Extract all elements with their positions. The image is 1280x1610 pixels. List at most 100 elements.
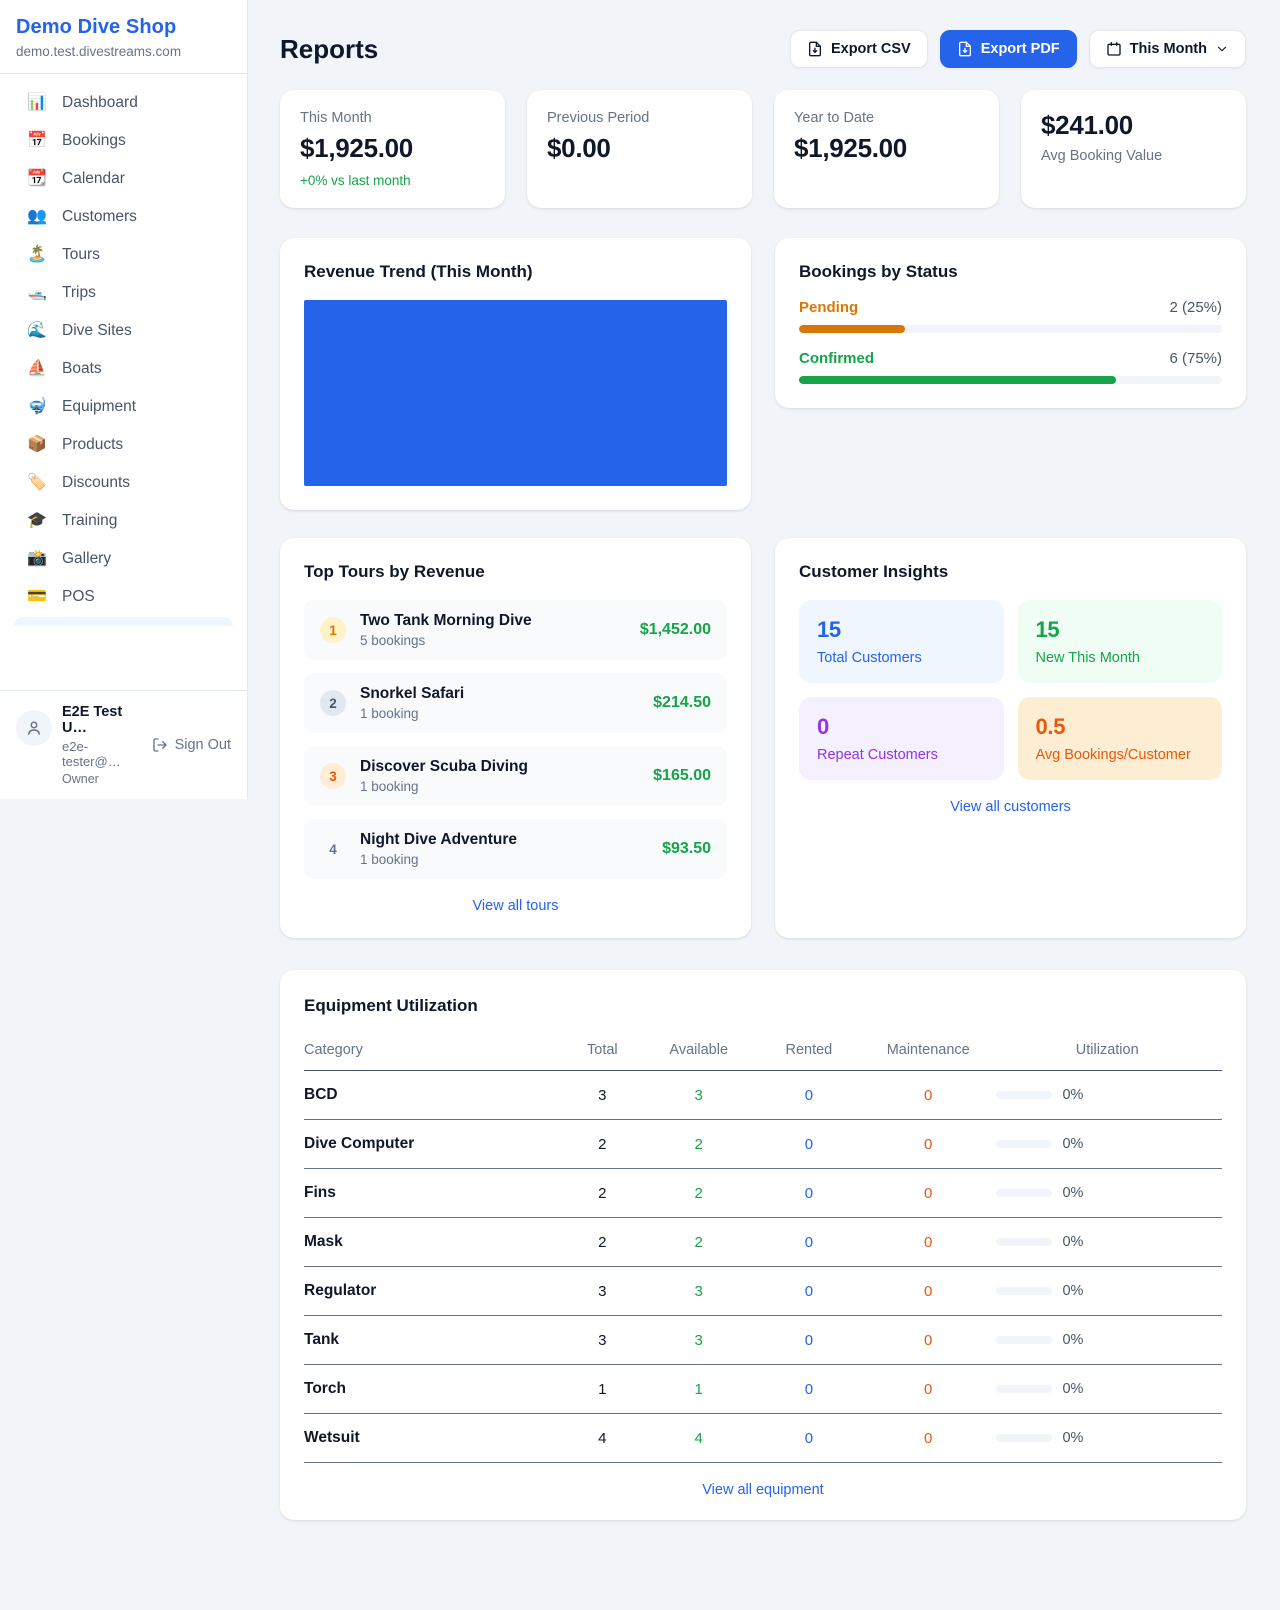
sidebar-item[interactable]: 🤿 Equipment [12, 388, 235, 426]
equipment-category: Regulator [304, 1266, 562, 1316]
top-tours-title: Top Tours by Revenue [304, 562, 485, 581]
bookings-by-status-card: Bookings by Status Pending 2 (25%) Confi… [775, 238, 1246, 408]
status-bar-fill [799, 376, 1117, 384]
equipment-utilization-card: Equipment Utilization Category Total Ava… [280, 970, 1246, 1520]
equipment-rented: 0 [753, 1413, 864, 1463]
utilization-percent: 0% [1062, 1136, 1084, 1152]
sidebar-item[interactable]: 💳 POS [12, 578, 235, 616]
calendar-icon [1107, 42, 1121, 56]
rank-badge: 3 [320, 763, 346, 789]
tour-bookings: 1 booking [360, 852, 419, 867]
utilization-bar [996, 1238, 1053, 1246]
sign-out-button[interactable]: Sign Out [152, 737, 231, 753]
utilization-percent: 0% [1062, 1087, 1084, 1103]
equipment-column-header: Rented [753, 1032, 864, 1071]
stat-value: $1,925.00 [300, 133, 413, 163]
table-row: Fins 2 2 0 0 0% [304, 1168, 1222, 1218]
equipment-total: 3 [561, 1315, 644, 1365]
customer-insights-title: Customer Insights [799, 562, 949, 581]
period-dropdown[interactable]: This Month [1088, 30, 1246, 68]
equipment-maintenance: 0 [863, 1315, 993, 1365]
utilization-bar [996, 1189, 1053, 1197]
period-label: This Month [1129, 41, 1207, 57]
sailboat-icon: ⛵ [27, 360, 47, 377]
person-icon [28, 721, 40, 735]
equipment-rented: 0 [753, 1315, 864, 1365]
insight-value: 0.5 [1035, 714, 1066, 739]
equipment-maintenance: 0 [863, 1413, 993, 1463]
sidebar-item[interactable]: 📦 Products [12, 426, 235, 464]
tag-icon: 🏷️ [27, 474, 47, 491]
table-row: Wetsuit 4 4 0 0 0% [304, 1413, 1222, 1463]
revenue-trend-card: Revenue Trend (This Month) [280, 238, 751, 510]
main-content: Reports Export CSV Export PDF This Month… [248, 0, 1280, 1520]
table-row: BCD 3 3 0 0 0% [304, 1070, 1222, 1120]
sidebar-item[interactable]: 🏝️ Tours [12, 236, 235, 274]
export-csv-button[interactable]: Export CSV [789, 30, 928, 68]
tour-list-item: 2 Snorkel Safari 1 booking $214.50 [304, 673, 727, 733]
sidebar-item-reports-active-partial[interactable] [14, 617, 233, 626]
bar-chart-icon: 📊 [27, 94, 47, 111]
file-download-icon [958, 41, 971, 57]
bookings-by-status-title: Bookings by Status [799, 262, 958, 281]
utilization-percent: 0% [1062, 1234, 1084, 1250]
graduation-cap-icon: 🎓 [27, 512, 47, 529]
sidebar-item[interactable]: 🎓 Training [12, 502, 235, 540]
sidebar-item[interactable]: 📊 Dashboard [12, 84, 235, 122]
insight-value: 15 [1035, 617, 1060, 642]
tear-off-calendar-icon: 📆 [27, 170, 47, 187]
utilization-percent: 0% [1062, 1381, 1084, 1397]
sidebar-item[interactable]: 📆 Calendar [12, 160, 235, 198]
sidebar-item-label: Products [62, 436, 124, 453]
utilization-percent: 0% [1062, 1283, 1084, 1299]
page-header: Reports Export CSV Export PDF This Month [280, 30, 1246, 68]
chevron-down-icon [1217, 46, 1227, 52]
people-icon: 👥 [27, 208, 47, 225]
sidebar-item[interactable]: 🏷️ Discounts [12, 464, 235, 502]
tour-list-item: 4 Night Dive Adventure 1 booking $93.50 [304, 819, 727, 879]
equipment-maintenance: 0 [863, 1364, 993, 1414]
user-info: E2E Test U… e2e-tester@… Owner [62, 704, 142, 786]
stat-card: Avg Booking Value $241.00 [1021, 90, 1246, 208]
equipment-maintenance: 0 [863, 1266, 993, 1316]
utilization-bar [996, 1385, 1053, 1393]
sidebar-item[interactable]: 🌊 Dive Sites [12, 312, 235, 350]
utilization-bar [996, 1091, 1053, 1099]
sidebar-item[interactable]: 🛥️ Trips [12, 274, 235, 312]
equipment-available: 2 [643, 1217, 754, 1267]
sidebar-item[interactable]: 📸 Gallery [12, 540, 235, 578]
sidebar-item[interactable]: 📅 Bookings [12, 122, 235, 160]
tour-list-item: 3 Discover Scuba Diving 1 booking $165.0… [304, 746, 727, 806]
equipment-category: BCD [304, 1070, 562, 1120]
sidebar-item-label: Gallery [62, 550, 112, 567]
insight-grid: 15 Total Customers 15 New This Month 0 R… [799, 600, 1222, 780]
tour-amount: $93.50 [662, 840, 711, 857]
user-role: Owner [62, 772, 99, 786]
revenue-trend-chart [304, 300, 727, 486]
shop-name: Demo Dive Shop [16, 16, 177, 38]
sidebar-item[interactable]: 👥 Customers [12, 198, 235, 236]
utilization-percent: 0% [1062, 1185, 1084, 1201]
insight-tile: 0 Repeat Customers [799, 697, 1004, 780]
stat-card: Year to Date $1,925.00 [774, 90, 999, 208]
sidebar-header: Demo Dive Shop demo.test.divestreams.com [0, 0, 247, 74]
tour-bookings: 1 booking [360, 779, 419, 794]
sign-out-label: Sign Out [174, 737, 231, 753]
charts-row: Revenue Trend (This Month) Bookings by S… [280, 238, 1246, 510]
utilization-bar [996, 1287, 1053, 1295]
sidebar: Demo Dive Shop demo.test.divestreams.com… [0, 0, 248, 799]
sidebar-item-label: Boats [62, 360, 102, 377]
equipment-available: 4 [643, 1413, 754, 1463]
status-row: Confirmed 6 (75%) [799, 350, 1222, 384]
view-all-equipment-link[interactable]: View all equipment [702, 1482, 824, 1498]
utilization-bar [996, 1140, 1053, 1148]
export-pdf-button[interactable]: Export PDF [939, 30, 1077, 68]
insight-value: 0 [817, 714, 829, 739]
equipment-maintenance: 0 [863, 1070, 993, 1120]
equipment-maintenance: 0 [863, 1119, 993, 1169]
view-all-tours-link[interactable]: View all tours [472, 898, 559, 914]
view-all-customers-link[interactable]: View all customers [950, 799, 1071, 815]
equipment-available: 2 [643, 1119, 754, 1169]
equipment-rented: 0 [753, 1217, 864, 1267]
sidebar-item[interactable]: ⛵ Boats [12, 350, 235, 388]
